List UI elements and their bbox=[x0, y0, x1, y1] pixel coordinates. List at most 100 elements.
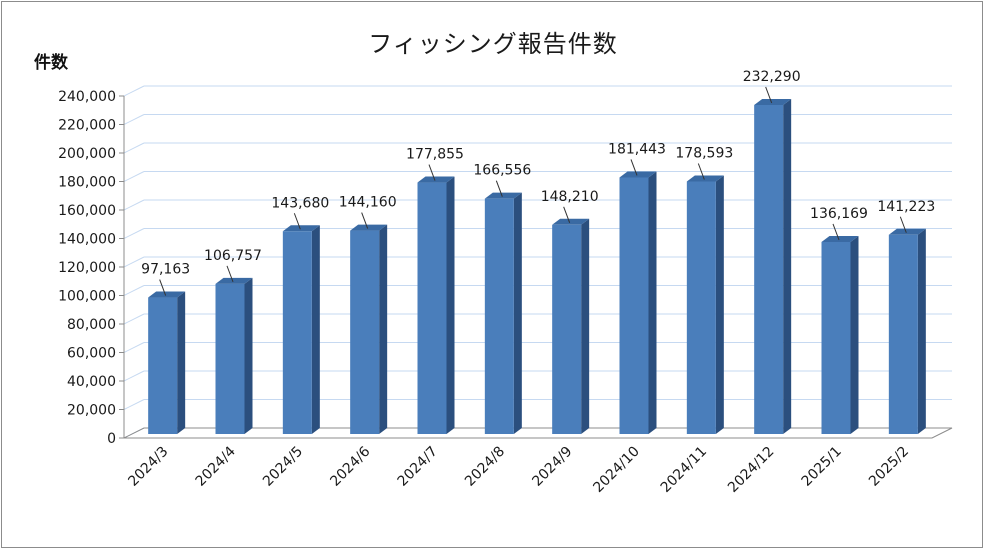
data-label-leader bbox=[495, 180, 503, 197]
bar bbox=[350, 224, 388, 434]
bar-front bbox=[282, 231, 312, 434]
x-tick-labels: 2024/3 2024/4 2024/5 2024/6 2024/7 2024/8 2024… bbox=[125, 443, 912, 496]
y-tick-label: 60,000 bbox=[67, 346, 116, 362]
x-tick-label: 2024/8 bbox=[462, 444, 508, 490]
data-label: 166,556 bbox=[473, 163, 531, 179]
bar bbox=[686, 175, 724, 434]
data-label: 178,593 bbox=[675, 146, 733, 162]
y-tick-label: 100,000 bbox=[58, 289, 116, 305]
y-tick-label: 180,000 bbox=[58, 175, 116, 191]
y-tick-labels: 0 20,000 40,000 60,000 80,000 100,000 120,000 1… bbox=[58, 89, 116, 447]
bar bbox=[619, 171, 657, 434]
bar-front bbox=[552, 224, 582, 434]
bar-top bbox=[484, 192, 522, 199]
gridline-diag bbox=[123, 142, 145, 154]
data-label: 136,169 bbox=[810, 206, 868, 222]
y-tick-label: 40,000 bbox=[67, 374, 116, 390]
y-tick-label: 140,000 bbox=[58, 232, 116, 248]
bar-front bbox=[888, 234, 918, 434]
bar-side bbox=[581, 218, 590, 434]
y-tick-label: 80,000 bbox=[67, 317, 116, 333]
data-label-leader bbox=[428, 164, 436, 181]
x-tick-label: 2024/5 bbox=[260, 444, 306, 490]
x-tick-label: 2024/11 bbox=[658, 444, 710, 496]
bar-top bbox=[686, 175, 724, 182]
gridline-diag bbox=[123, 399, 145, 410]
axes bbox=[119, 95, 953, 439]
bar-top bbox=[552, 218, 590, 225]
bar-side bbox=[648, 171, 657, 434]
bar-front bbox=[821, 241, 851, 434]
data-label-leader bbox=[226, 265, 234, 283]
y-tick-label: 220,000 bbox=[58, 118, 116, 134]
gridline-diag bbox=[123, 256, 145, 268]
bar bbox=[148, 291, 186, 434]
data-label-leader bbox=[899, 216, 907, 233]
data-label-leader bbox=[563, 206, 571, 223]
bar-top bbox=[282, 225, 320, 232]
y-tick-label: 20,000 bbox=[67, 403, 116, 419]
data-label-leader bbox=[293, 213, 301, 230]
bar-top bbox=[350, 224, 388, 231]
bar-top bbox=[888, 228, 926, 235]
x-tick-label: 2024/10 bbox=[590, 444, 642, 496]
bar-side bbox=[513, 192, 522, 434]
data-label: 97,163 bbox=[141, 262, 190, 278]
data-label: 106,757 bbox=[204, 248, 262, 264]
x-tick-label: 2024/6 bbox=[327, 443, 373, 489]
data-label-leader bbox=[159, 279, 167, 296]
bar-side bbox=[311, 225, 320, 434]
y-tick-label: 120,000 bbox=[58, 260, 116, 276]
bar-front bbox=[686, 181, 716, 434]
gridline-diag bbox=[123, 228, 145, 239]
bar bbox=[888, 228, 926, 434]
data-label-leader bbox=[765, 86, 773, 104]
bar bbox=[552, 218, 590, 434]
bar-side bbox=[715, 175, 724, 434]
bar-top bbox=[754, 98, 792, 105]
data-label: 148,210 bbox=[541, 189, 599, 205]
gridline-diag bbox=[123, 199, 145, 211]
data-label-leader bbox=[832, 223, 840, 241]
gridline-diag bbox=[123, 114, 145, 125]
x-tick-label: 2025/2 bbox=[866, 444, 912, 490]
chart-title: フィッシング報告件数 bbox=[368, 30, 618, 58]
bar-top bbox=[619, 171, 657, 178]
bar-top bbox=[215, 277, 253, 284]
data-label: 181,443 bbox=[608, 141, 666, 157]
y-tick-label: 240,000 bbox=[58, 89, 116, 105]
bar bbox=[282, 225, 320, 434]
bar-front bbox=[417, 182, 447, 434]
data-labels: 97,163 106,757 143,680 144,160 177,855 166,55… bbox=[141, 69, 935, 296]
bar-front bbox=[148, 297, 178, 434]
bar-side bbox=[783, 98, 792, 434]
x-tick-label: 2024/7 bbox=[395, 444, 441, 490]
gridline-diag bbox=[123, 171, 145, 182]
bar-side bbox=[850, 235, 859, 434]
data-label: 232,290 bbox=[743, 69, 801, 85]
gridline-diag bbox=[123, 285, 145, 296]
x-tick-label: 2025/1 bbox=[799, 444, 845, 490]
bar-front bbox=[215, 283, 245, 434]
bar bbox=[754, 98, 792, 434]
bar bbox=[215, 277, 253, 434]
bars bbox=[148, 98, 926, 434]
data-label: 144,160 bbox=[339, 195, 397, 211]
y-tick-label: 160,000 bbox=[58, 203, 116, 219]
bar-top bbox=[148, 291, 186, 298]
bar-front bbox=[350, 230, 380, 434]
y-tick-label: 200,000 bbox=[58, 146, 116, 162]
bar-side bbox=[446, 176, 455, 434]
x-tick-label: 2024/12 bbox=[725, 444, 777, 496]
bar-front bbox=[619, 177, 649, 434]
floor bbox=[123, 427, 953, 439]
bar-front bbox=[484, 198, 514, 434]
bar-side bbox=[379, 224, 388, 434]
bar-side bbox=[917, 228, 926, 434]
gridline-diag bbox=[123, 370, 145, 382]
x-tick-label: 2024/3 bbox=[125, 444, 171, 490]
bar bbox=[484, 192, 522, 434]
data-label: 141,223 bbox=[877, 199, 935, 215]
data-label-leader bbox=[630, 159, 638, 176]
